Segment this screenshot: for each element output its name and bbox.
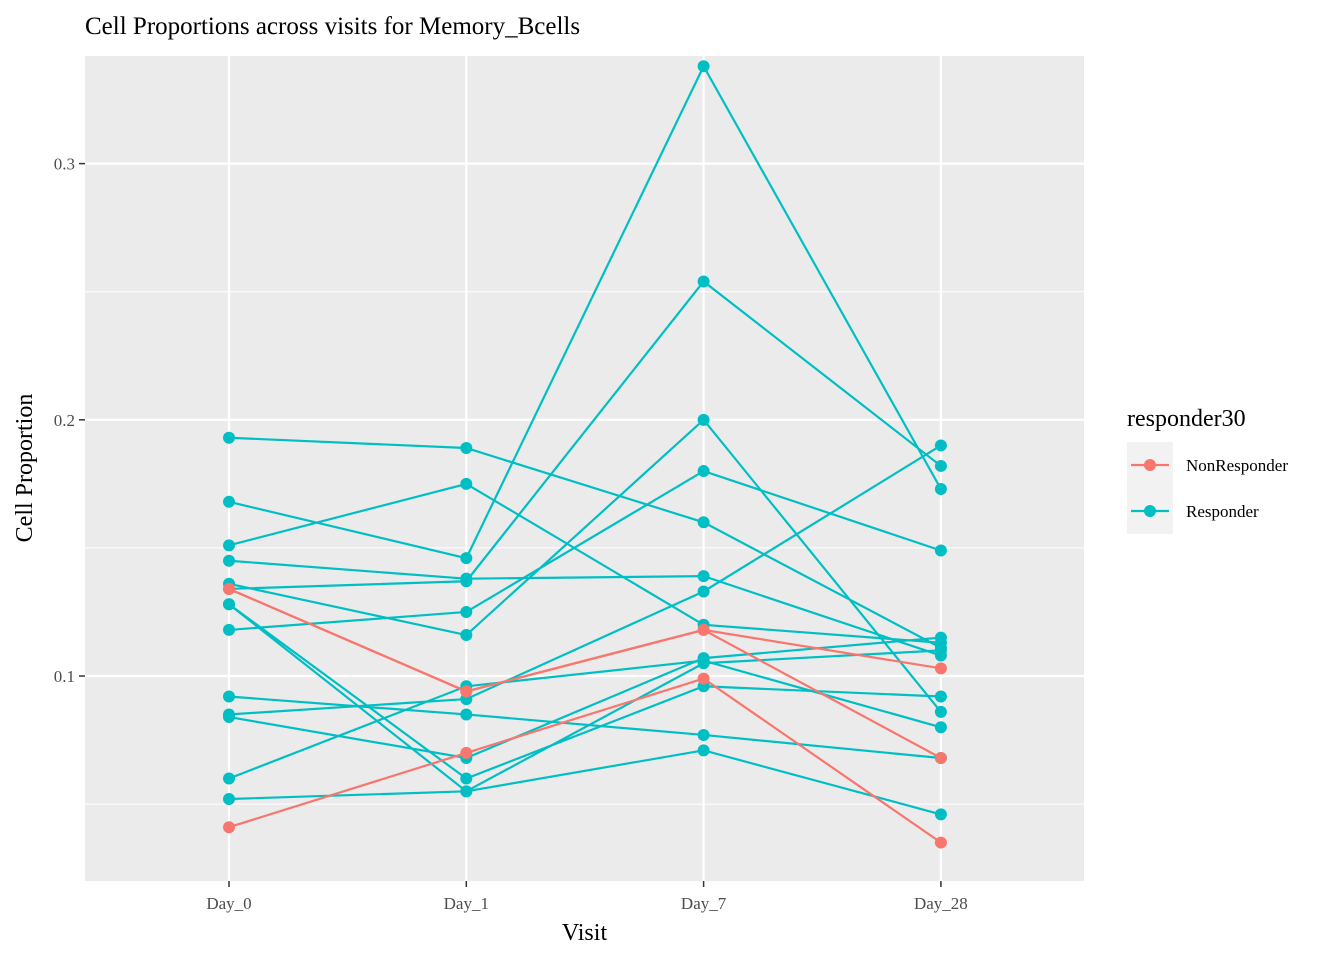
data-point-responder (697, 465, 710, 478)
data-point-nonresponder (460, 746, 473, 759)
y-tick-label: 0.1 (54, 667, 75, 686)
x-tick-label: Day_1 (444, 894, 489, 913)
series-points (223, 60, 947, 849)
data-point-responder (460, 629, 473, 642)
x-axis: Day_0 Day_1 Day_7 Day_28 (206, 881, 968, 913)
data-point-responder (697, 744, 710, 757)
series-line-responder (228, 469, 942, 632)
series-line-responder (228, 418, 942, 713)
data-point-responder (934, 721, 947, 734)
data-point-responder (223, 623, 235, 636)
data-point-responder (697, 728, 710, 741)
x-axis-title: Visit (562, 920, 608, 946)
y-tick-label: 0.3 (54, 155, 75, 174)
data-point-responder (460, 605, 473, 618)
y-axis: 0.1 0.2 0.3 (54, 155, 85, 686)
x-tick-label: Day_7 (681, 894, 727, 913)
data-point-responder (223, 539, 235, 552)
data-point-responder (697, 570, 710, 583)
x-tick-label: Day_28 (914, 894, 968, 913)
data-point-responder (934, 705, 947, 718)
legend-key-point (1144, 505, 1156, 517)
series-line-nonresponder (228, 587, 942, 759)
series-line-responder (228, 749, 942, 816)
series-line-responder (228, 482, 941, 644)
legend-label: Responder (1186, 502, 1259, 521)
data-point-responder (697, 657, 710, 670)
data-point-nonresponder (934, 662, 947, 675)
data-point-responder (934, 690, 947, 703)
data-point-responder (460, 772, 473, 785)
data-point-responder (223, 772, 235, 785)
series-line-responder (228, 63, 942, 560)
series-line-responder (228, 636, 941, 760)
data-point-responder (223, 554, 235, 567)
data-point-responder (460, 442, 473, 455)
series-line-responder (228, 444, 942, 716)
series-line-responder (228, 695, 942, 760)
legend-key-point (1144, 459, 1156, 471)
data-point-nonresponder (697, 672, 710, 685)
data-point-responder (697, 60, 710, 73)
data-point-responder (223, 690, 235, 703)
data-point-responder (460, 552, 473, 565)
data-point-nonresponder (223, 582, 235, 595)
series-line-responder (228, 279, 942, 591)
y-tick-label: 0.2 (54, 411, 75, 430)
chart-title: Cell Proportions across visits for Memor… (85, 13, 580, 40)
series-line-responder (228, 603, 941, 780)
series-line-responder (228, 603, 941, 793)
series-lines (228, 63, 942, 844)
data-point-responder (223, 711, 235, 724)
minor-gridlines (85, 291, 1084, 805)
y-axis-title: Cell Proportion (12, 394, 38, 543)
data-point-responder (934, 644, 947, 657)
plot-panel (85, 56, 1084, 881)
data-point-responder (934, 439, 947, 452)
series-line-responder (228, 436, 942, 649)
data-point-responder (460, 575, 473, 588)
data-point-responder (697, 275, 710, 288)
data-point-responder (697, 585, 710, 598)
data-point-nonresponder (934, 836, 947, 849)
data-point-responder (934, 482, 947, 495)
series-line-nonresponder (228, 677, 942, 844)
data-point-nonresponder (697, 623, 710, 636)
legend: responder30 NonResponder Responder (1127, 406, 1288, 534)
data-point-responder (697, 413, 710, 426)
data-point-responder (934, 459, 947, 472)
series-line-responder (228, 559, 942, 657)
data-point-responder (223, 598, 235, 611)
data-point-responder (223, 431, 235, 444)
data-point-nonresponder (460, 685, 473, 698)
data-point-nonresponder (223, 821, 235, 834)
data-point-responder (223, 793, 235, 806)
data-point-responder (934, 808, 947, 821)
x-tick-label: Day_0 (206, 894, 251, 913)
data-point-responder (697, 516, 710, 529)
legend-title: responder30 (1127, 406, 1246, 432)
data-point-responder (223, 495, 235, 508)
data-point-responder (460, 708, 473, 721)
legend-label: NonResponder (1186, 456, 1288, 475)
data-point-responder (460, 785, 473, 798)
data-point-nonresponder (934, 752, 947, 765)
data-point-responder (934, 631, 947, 644)
data-point-responder (460, 477, 473, 490)
data-point-responder (934, 544, 947, 557)
